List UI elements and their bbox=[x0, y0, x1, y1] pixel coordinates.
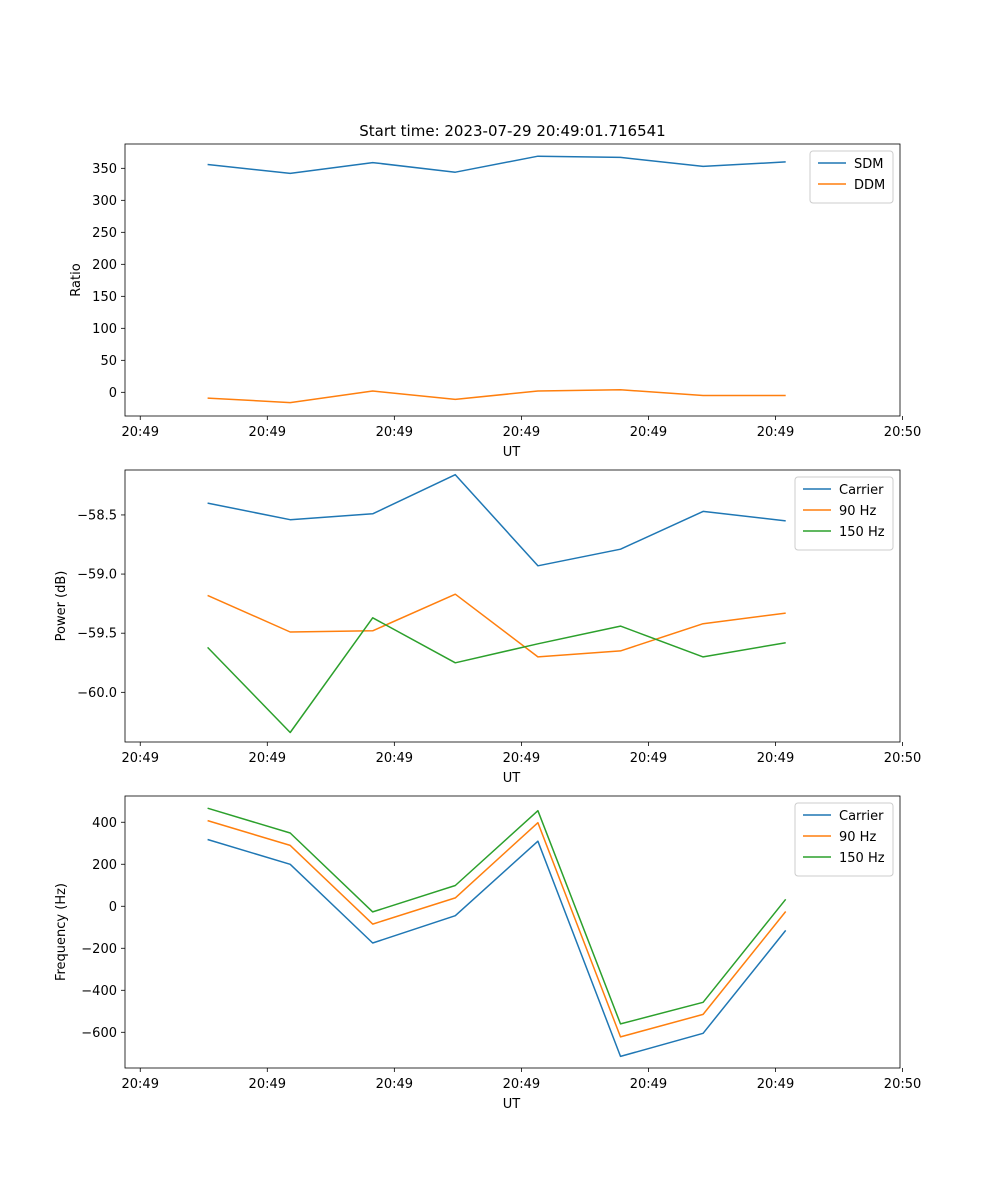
chart-panel-1: 20:49 20:49 20:49 20:49 20:49 20:49 20:50 0 50 10… bbox=[69, 143, 921, 460]
x-axis-label: UT bbox=[503, 1097, 521, 1112]
x-tick-label: 20:50 bbox=[884, 1077, 921, 1092]
legend-label: 150 Hz bbox=[839, 525, 885, 540]
plots: 20:49 20:49 20:49 20:49 20:49 20:49 20:50 0 50 10… bbox=[54, 143, 921, 1112]
x-tick-label: 20:50 bbox=[884, 425, 921, 440]
x-tick-label: 20:49 bbox=[249, 425, 286, 440]
y-tick-label: 400 bbox=[92, 816, 117, 831]
x-axis-label: UT bbox=[503, 445, 521, 460]
x-tick-label: 20:49 bbox=[630, 751, 667, 766]
x-tick-label: 20:49 bbox=[376, 425, 413, 440]
y-axis-label: Power (dB) bbox=[54, 571, 69, 642]
y-tick-label: −600 bbox=[81, 1026, 117, 1041]
x-tick-label: 20:49 bbox=[503, 425, 540, 440]
figure-title: Start time: 2023-07-29 20:49:01.716541 bbox=[359, 122, 665, 140]
y-tick-label: −200 bbox=[81, 942, 117, 957]
series-line-150-hz bbox=[207, 807, 787, 1025]
x-axis-label: UT bbox=[503, 771, 521, 786]
y-tick-label: 150 bbox=[92, 290, 117, 305]
x-tick-label: 20:49 bbox=[757, 751, 794, 766]
y-tick-label: 100 bbox=[92, 322, 117, 337]
legend-label: 90 Hz bbox=[839, 830, 876, 845]
legend-label: 90 Hz bbox=[839, 504, 876, 519]
legend-label: SDM bbox=[854, 157, 883, 172]
y-tick-label: 300 bbox=[92, 194, 117, 209]
y-axis-label: Frequency (Hz) bbox=[54, 883, 69, 981]
x-tick-label: 20:49 bbox=[630, 425, 667, 440]
y-tick-label: 0 bbox=[109, 900, 117, 915]
chart-panel-2: 20:49 20:49 20:49 20:49 20:49 20:49 20:50 −60.0… bbox=[54, 469, 921, 786]
plot-frame bbox=[124, 795, 901, 1069]
legend-box bbox=[809, 150, 894, 204]
x-tick-label: 20:49 bbox=[249, 751, 286, 766]
legend-label: Carrier bbox=[839, 483, 884, 498]
legend-label: DDM bbox=[854, 178, 885, 193]
y-tick-label: −400 bbox=[81, 984, 117, 999]
y-tick-label: 350 bbox=[92, 162, 117, 177]
series-line-90-hz bbox=[207, 819, 787, 1038]
y-tick-label: −59.5 bbox=[77, 627, 117, 642]
legend: Carrier 90 Hz 150 Hz bbox=[794, 802, 894, 877]
y-tick-label: 200 bbox=[92, 858, 117, 873]
series-line-150-hz bbox=[207, 617, 786, 734]
x-tick-label: 20:49 bbox=[122, 751, 159, 766]
x-tick-label: 20:49 bbox=[630, 1077, 667, 1092]
x-tick-label: 20:49 bbox=[122, 425, 159, 440]
plot-frame bbox=[124, 143, 901, 417]
y-tick-label: −58.5 bbox=[77, 508, 117, 523]
y-tick-label: −59.0 bbox=[77, 568, 117, 583]
series-line-90-hz bbox=[207, 593, 786, 658]
x-tick-label: 20:49 bbox=[503, 1077, 540, 1092]
x-tick-label: 20:49 bbox=[757, 1077, 794, 1092]
x-tick-label: 20:49 bbox=[503, 751, 540, 766]
y-tick-label: 200 bbox=[92, 258, 117, 273]
legend-label: Carrier bbox=[839, 809, 884, 824]
legend: Carrier 90 Hz 150 Hz bbox=[794, 476, 894, 551]
y-tick-label: 50 bbox=[100, 354, 117, 369]
y-tick-label: 250 bbox=[92, 226, 117, 241]
series-line-carrier bbox=[207, 838, 787, 1058]
y-tick-label: −60.0 bbox=[77, 686, 117, 701]
series-line-sdm bbox=[207, 155, 786, 175]
legend-label: 150 Hz bbox=[839, 851, 885, 866]
y-tick-label: 0 bbox=[109, 386, 117, 401]
x-tick-label: 20:49 bbox=[376, 751, 413, 766]
x-tick-label: 20:49 bbox=[757, 425, 794, 440]
series-line-ddm bbox=[207, 389, 786, 404]
chart-panel-3: 20:49 20:49 20:49 20:49 20:49 20:49 20:50 −600 −… bbox=[54, 795, 921, 1112]
x-tick-label: 20:49 bbox=[376, 1077, 413, 1092]
y-axis-label: Ratio bbox=[69, 263, 84, 296]
series-line-carrier bbox=[207, 473, 786, 567]
plot-frame bbox=[124, 469, 901, 743]
x-tick-label: 20:49 bbox=[122, 1077, 159, 1092]
x-tick-label: 20:50 bbox=[884, 751, 921, 766]
x-tick-label: 20:49 bbox=[249, 1077, 286, 1092]
legend: SDM DDM bbox=[809, 150, 894, 204]
